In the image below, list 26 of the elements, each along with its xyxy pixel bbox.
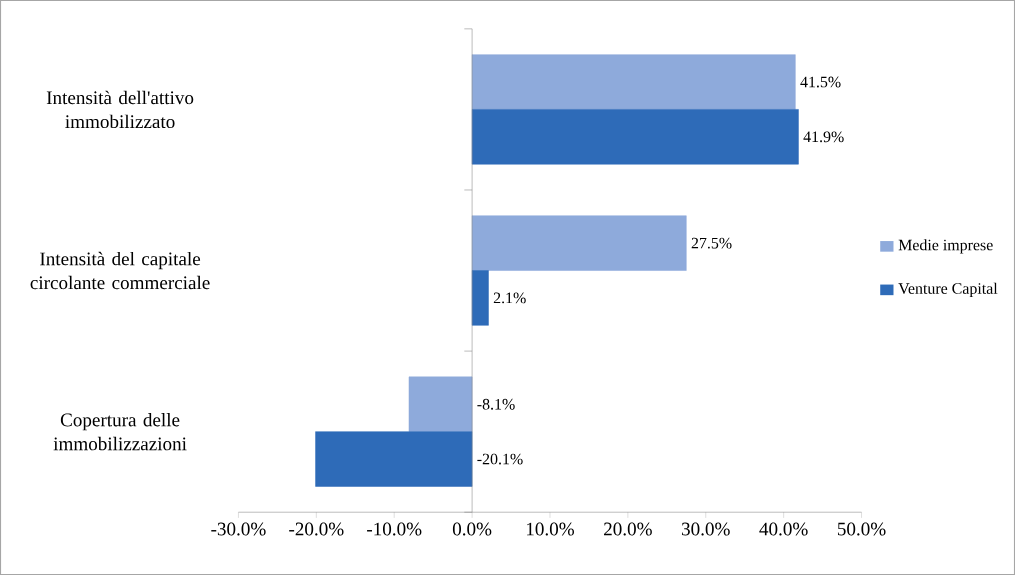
x-tick-label: 50.0%: [837, 522, 886, 536]
bar: [315, 431, 473, 487]
data-label: -20.1%: [477, 453, 523, 465]
x-tick-label: 40.0%: [759, 522, 808, 536]
y-tick-label: Copertura delle immobilizzazioni: [53, 412, 187, 451]
data-label: 41.5%: [800, 76, 841, 88]
x-tick-label: 0.0%: [452, 522, 492, 536]
data-label: 2.1%: [493, 292, 526, 304]
bar: [471, 54, 796, 110]
bar: [471, 270, 489, 326]
x-tick-label: 10.0%: [526, 522, 575, 536]
bar: [471, 215, 687, 271]
bar: [408, 376, 473, 432]
y-tick-label: Intensità del capitale circolante commerciale: [30, 251, 210, 290]
y-tick-label: Intensità dell'attivo immobilizzato: [46, 90, 194, 129]
bar: [471, 109, 799, 165]
legend-label: Venture Capital: [898, 282, 998, 298]
data-label: 41.9%: [803, 131, 844, 143]
data-label: -8.1%: [477, 398, 515, 410]
x-tick-label: -30.0%: [211, 522, 266, 536]
data-label: 27.5%: [691, 237, 732, 249]
x-tick-label: 30.0%: [681, 522, 730, 536]
x-tick-label: -20.0%: [289, 522, 344, 536]
legend-label: Medie imprese: [898, 239, 993, 254]
x-tick-label: -10.0%: [367, 522, 422, 536]
x-tick-label: 20.0%: [604, 522, 652, 536]
